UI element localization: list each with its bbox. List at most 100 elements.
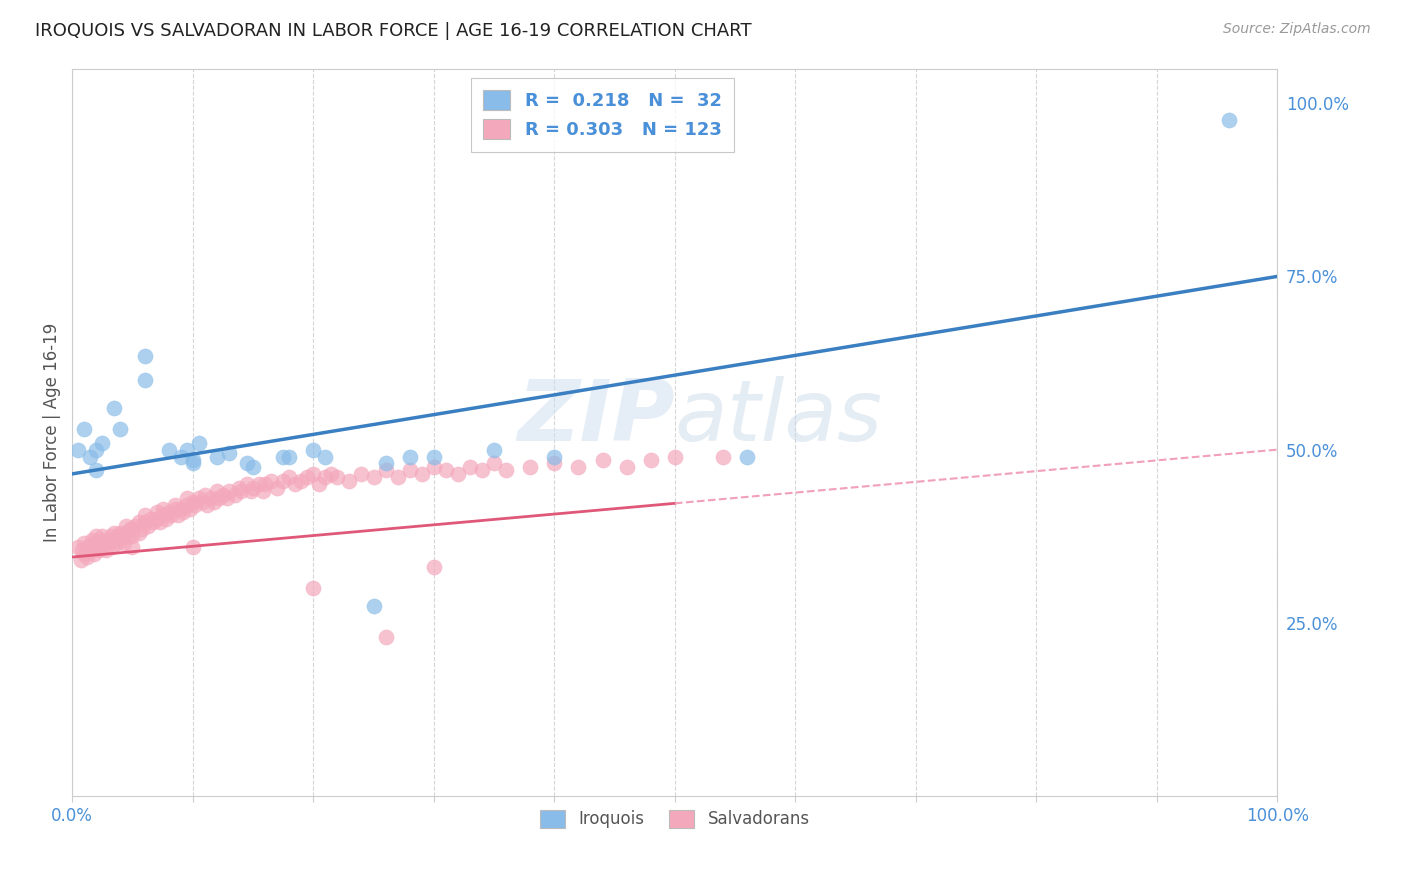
Point <box>215 491 238 505</box>
Point <box>592 453 614 467</box>
Point <box>543 457 565 471</box>
Point <box>101 540 124 554</box>
Point <box>314 450 336 464</box>
Point <box>254 477 277 491</box>
Point <box>67 442 90 457</box>
Point <box>218 446 240 460</box>
Point <box>194 488 217 502</box>
Point <box>302 467 325 481</box>
Point <box>187 491 209 505</box>
Point <box>284 477 307 491</box>
Point <box>398 463 420 477</box>
Point <box>79 450 101 464</box>
Point <box>339 474 361 488</box>
Point <box>163 498 186 512</box>
Point <box>711 450 734 464</box>
Point <box>181 494 204 508</box>
Point <box>187 435 209 450</box>
Point <box>80 533 103 547</box>
Point <box>73 536 96 550</box>
Point <box>124 519 146 533</box>
Point <box>363 470 385 484</box>
Point <box>423 560 446 574</box>
Point <box>110 525 132 540</box>
Point <box>664 450 686 464</box>
Point <box>134 373 156 387</box>
Point <box>181 453 204 467</box>
Point <box>160 508 183 523</box>
Point <box>121 522 143 536</box>
Point <box>1218 113 1240 128</box>
Point <box>398 450 420 464</box>
Point <box>252 484 274 499</box>
Point <box>350 467 373 481</box>
Point <box>152 508 174 523</box>
Point <box>374 630 396 644</box>
Point <box>218 484 240 499</box>
Point <box>118 529 141 543</box>
Point <box>76 549 98 564</box>
Point <box>616 459 638 474</box>
Point <box>302 581 325 595</box>
Point <box>495 463 517 477</box>
Point <box>181 457 204 471</box>
Point <box>374 463 396 477</box>
Point <box>115 519 138 533</box>
Point <box>79 543 101 558</box>
Point <box>423 459 446 474</box>
Point <box>205 484 228 499</box>
Point <box>152 501 174 516</box>
Point <box>321 467 343 481</box>
Point <box>121 540 143 554</box>
Point <box>260 474 283 488</box>
Point <box>131 522 153 536</box>
Point <box>139 512 162 526</box>
Point <box>134 516 156 530</box>
Point <box>83 536 105 550</box>
Point <box>110 533 132 547</box>
Point <box>297 470 319 484</box>
Point <box>447 467 470 481</box>
Point <box>236 477 259 491</box>
Point <box>184 498 207 512</box>
Point <box>471 463 494 477</box>
Point <box>97 533 120 547</box>
Point <box>167 508 190 523</box>
Point <box>181 540 204 554</box>
Text: atlas: atlas <box>675 376 883 459</box>
Point <box>170 501 193 516</box>
Point <box>94 536 117 550</box>
Point <box>374 457 396 471</box>
Point <box>103 401 125 415</box>
Point <box>86 540 108 554</box>
Point <box>70 543 93 558</box>
Point <box>145 512 167 526</box>
Point <box>519 459 541 474</box>
Point <box>266 481 288 495</box>
Point <box>155 512 177 526</box>
Point <box>111 529 134 543</box>
Point <box>363 599 385 613</box>
Legend: Iroquois, Salvadorans: Iroquois, Salvadorans <box>533 803 817 835</box>
Point <box>271 450 294 464</box>
Point <box>94 543 117 558</box>
Point <box>191 494 214 508</box>
Point <box>242 459 264 474</box>
Point <box>149 516 172 530</box>
Point <box>120 522 142 536</box>
Point <box>91 529 114 543</box>
Point <box>247 477 270 491</box>
Point <box>136 519 159 533</box>
Point <box>204 494 226 508</box>
Point <box>195 498 218 512</box>
Point <box>100 529 122 543</box>
Point <box>735 450 758 464</box>
Point <box>86 463 108 477</box>
Point <box>91 435 114 450</box>
Point <box>176 498 198 512</box>
Point <box>543 450 565 464</box>
Point <box>212 488 235 502</box>
Point <box>89 533 111 547</box>
Point <box>103 525 125 540</box>
Point <box>121 529 143 543</box>
